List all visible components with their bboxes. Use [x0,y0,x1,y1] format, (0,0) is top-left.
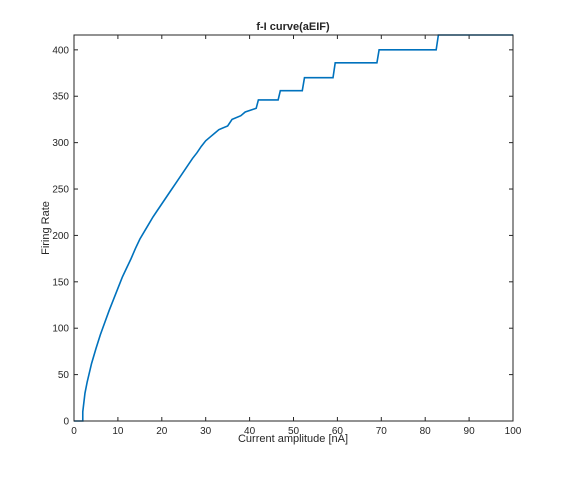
y-tick-label: 50 [58,370,70,381]
chart-title: f-I curve(aEIF) [256,21,330,33]
x-tick-label: 100 [505,426,522,437]
y-tick-label: 400 [52,45,69,56]
x-tick-label: 30 [200,426,212,437]
y-tick-label: 350 [52,92,69,103]
ticks-layer: 0 10 20 30 40 50 60 70 80 90 100 0 50 100 150 200 250 300… [52,35,522,437]
axes-box [73,34,514,422]
series-layer [74,34,513,422]
y-tick-label: 100 [52,324,69,335]
x-tick-label: 10 [112,426,124,437]
y-tick-label: 250 [52,185,69,196]
y-tick-label: 150 [52,277,69,288]
x-tick-label: 70 [376,426,388,437]
y-tick-label: 0 [63,417,69,428]
y-tick-label: 300 [52,138,69,149]
y-tick-label: 200 [52,231,69,242]
series-line-firing-rate [74,34,513,422]
x-tick-label: 80 [420,426,432,437]
x-axis-title: Current amplitude [nA] [238,433,348,445]
x-tick-label: 90 [464,426,476,437]
plot-area [74,35,513,421]
x-tick-label: 60 [332,426,344,437]
y-axis-title: Firing Rate [40,201,52,255]
x-tick-label: 40 [244,426,256,437]
x-tick-label: 50 [288,426,300,437]
x-tick-label: 20 [156,426,168,437]
x-tick-label: 0 [71,426,77,437]
